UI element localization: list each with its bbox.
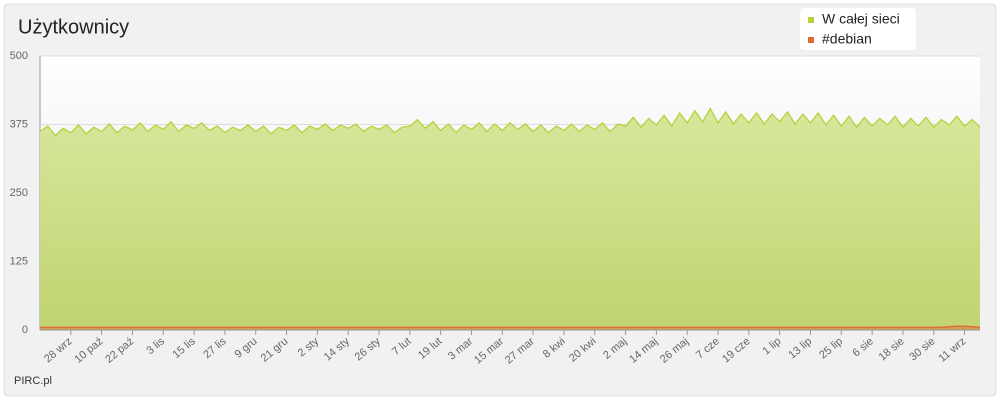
series-line [40,325,981,328]
footer: PIRC.pl [14,375,52,387]
legend-swatch [808,17,814,23]
y-tick-label: 500 [10,50,28,62]
area-fill [40,108,980,330]
legend-label: #debian [822,31,872,47]
series-line [39,107,981,137]
y-tick-label: 250 [10,187,28,199]
legend-label: W całej sieci [822,11,900,27]
chart-title: Użytkownicy [18,16,129,38]
legend-swatch [808,37,814,43]
y-tick-label: 375 [10,118,28,130]
legend [800,8,916,50]
area-fill [40,326,980,330]
y-tick-label: 125 [10,255,28,267]
y-tick-label: 0 [22,324,28,336]
